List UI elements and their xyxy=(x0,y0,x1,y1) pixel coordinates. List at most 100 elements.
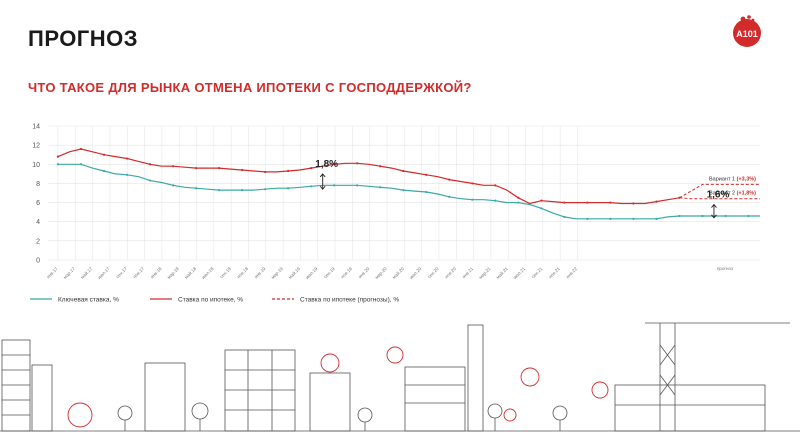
x-tick-label: сен.21 xyxy=(530,266,543,279)
x-tick-label: мар.19 xyxy=(270,266,284,280)
x-tick-label: май.20 xyxy=(391,265,406,280)
forecast-line-2 xyxy=(679,197,760,200)
x-tick-label: янв.21 xyxy=(461,266,474,279)
data-point xyxy=(148,179,152,182)
legend-label-2: Ставка по ипотеке, % xyxy=(178,297,243,304)
data-point xyxy=(678,214,681,218)
data-point xyxy=(448,178,451,181)
forecast-variant-label: Вариант 1 (+3,3%) xyxy=(709,176,756,182)
x-tick-label: июл.18 xyxy=(201,266,215,280)
forecast-variant-delta: (+1,8%) xyxy=(737,191,757,197)
data-point xyxy=(632,202,635,205)
x-tick-label: май.21 xyxy=(495,265,510,280)
data-point xyxy=(171,184,175,187)
x-tick-label: июл.17 xyxy=(97,266,111,280)
y-tick-label: 6 xyxy=(36,200,40,207)
x-tick-label: май.18 xyxy=(183,265,198,280)
data-point xyxy=(609,217,612,220)
x-tick-label: ноя.17 xyxy=(132,266,146,280)
data-point xyxy=(471,198,474,201)
data-point xyxy=(218,167,221,170)
x-tick-label: ноя.20 xyxy=(444,266,458,280)
data-point xyxy=(125,173,129,176)
data-point xyxy=(379,165,382,168)
data-point xyxy=(218,189,221,192)
data-point xyxy=(148,163,152,166)
data-point xyxy=(79,147,83,151)
x-tick-label: май.17 xyxy=(79,265,94,280)
data-point xyxy=(194,167,198,170)
spread-annotation-label: 1,6% xyxy=(707,190,730,201)
data-point xyxy=(655,200,658,203)
x-tick-label: ноя.19 xyxy=(340,266,354,280)
data-point xyxy=(517,201,520,204)
spread-arrowhead-top xyxy=(711,203,717,208)
data-point xyxy=(586,217,589,220)
legend-label-3: Ставка по ипотеке (прогнозы), % xyxy=(300,297,399,304)
x-tick-label-forecast: прогноз xyxy=(717,266,733,271)
data-point xyxy=(425,190,428,194)
data-point xyxy=(102,153,106,156)
data-point xyxy=(333,184,336,187)
x-tick-label: сен.20 xyxy=(427,266,440,279)
data-point xyxy=(171,165,175,168)
page-subtitle: ЧТО ТАКОЕ ДЛЯ РЫНКА ОТМЕНА ИПОТЕКИ С ГОС… xyxy=(28,80,472,95)
x-tick-label: ноя.18 xyxy=(236,266,250,280)
a101-logo-icon: A101 xyxy=(733,15,761,47)
data-point xyxy=(425,173,428,176)
data-point xyxy=(287,169,290,173)
x-tick-label: сен.19 xyxy=(323,266,336,279)
y-tick-label: 4 xyxy=(36,219,40,226)
x-tick-label: мар.18 xyxy=(166,266,180,280)
x-tick-label: мар.20 xyxy=(374,266,388,280)
data-point xyxy=(194,187,198,190)
data-point xyxy=(125,157,129,160)
x-tick-label: янв.20 xyxy=(357,266,370,279)
forecast-variant-name: Вариант 2 xyxy=(709,191,737,197)
y-tick-label: 8 xyxy=(36,181,40,188)
forecast-variant-name: Вариант 1 xyxy=(709,176,737,182)
data-point xyxy=(241,189,244,192)
x-tick-label: янв.19 xyxy=(253,266,266,279)
data-point xyxy=(586,201,589,204)
data-point xyxy=(102,169,106,173)
data-point xyxy=(333,163,336,166)
series-line-2 xyxy=(57,148,680,205)
y-tick-label: 0 xyxy=(36,258,40,265)
data-point xyxy=(264,188,267,191)
data-point xyxy=(609,201,612,204)
legend-label-1: Ключевая ставка, % xyxy=(58,297,119,304)
city-skyline-illustration xyxy=(0,322,800,432)
data-point xyxy=(747,214,750,218)
data-point xyxy=(448,195,451,198)
spread-arrowhead-top xyxy=(319,173,326,178)
data-point xyxy=(379,186,382,189)
data-point xyxy=(310,167,313,170)
data-point xyxy=(310,185,313,188)
forecast-variant-label: Вариант 2 (+1,8%) xyxy=(709,191,756,197)
y-tick-label: 10 xyxy=(32,162,40,169)
logo-text: A101 xyxy=(736,29,758,39)
x-tick-label: янв.17 xyxy=(46,266,59,279)
series-line-1 xyxy=(58,163,760,220)
forecast-line-1 xyxy=(679,183,760,199)
x-tick-label: сен.18 xyxy=(219,266,232,279)
y-tick-label: 14 xyxy=(32,124,40,131)
data-point xyxy=(724,214,727,218)
x-tick-label: янв.18 xyxy=(149,266,162,279)
data-point xyxy=(287,187,290,190)
data-point xyxy=(540,199,543,202)
spread-annotation-label: 1,8% xyxy=(315,159,338,170)
x-tick-label: ноя.21 xyxy=(548,266,562,280)
data-point xyxy=(56,155,60,158)
x-tick-label: июл.21 xyxy=(512,266,526,280)
data-point xyxy=(494,184,497,187)
page-title: ПРОГНОЗ xyxy=(28,26,139,51)
line-chart: 0 2 4 6 8 10 12 14 янв.17 мар.17 май.17 июл.17 сен.1… xyxy=(30,124,760,304)
data-point xyxy=(563,201,566,204)
x-tick-label: сен.17 xyxy=(115,266,128,279)
data-point xyxy=(402,169,405,173)
data-point xyxy=(402,189,405,192)
data-point xyxy=(356,162,359,165)
data-point xyxy=(56,163,60,166)
